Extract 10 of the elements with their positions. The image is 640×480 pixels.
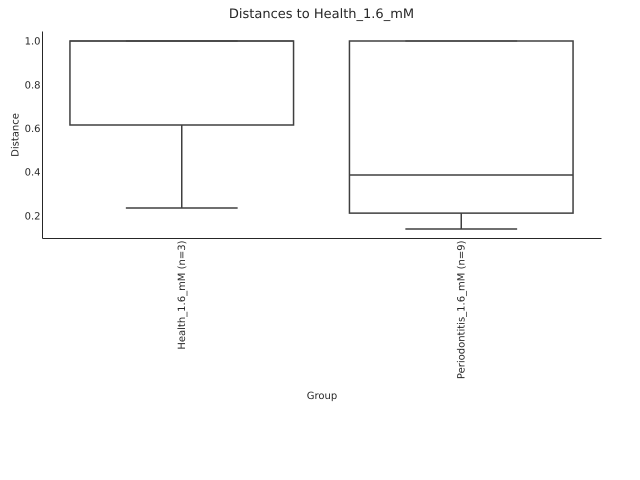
y-tick-label: 1.0 bbox=[24, 36, 40, 48]
y-tick-label: 0.6 bbox=[24, 124, 40, 135]
y-axis-title: Distance bbox=[10, 113, 22, 157]
x-axis-title: Group bbox=[306, 391, 338, 402]
y-tick-label: 0.4 bbox=[24, 168, 40, 179]
y-tick-label: 0.8 bbox=[24, 80, 40, 92]
x-tick-label: Health_1.6_mM (n=3) bbox=[176, 240, 188, 350]
y-tick-label: 0.2 bbox=[24, 211, 40, 222]
chart-title: Distances to Health_1.6_mM bbox=[228, 7, 414, 22]
x-tick-label: Periodontitis_1.6_mM (n=9) bbox=[456, 240, 468, 380]
